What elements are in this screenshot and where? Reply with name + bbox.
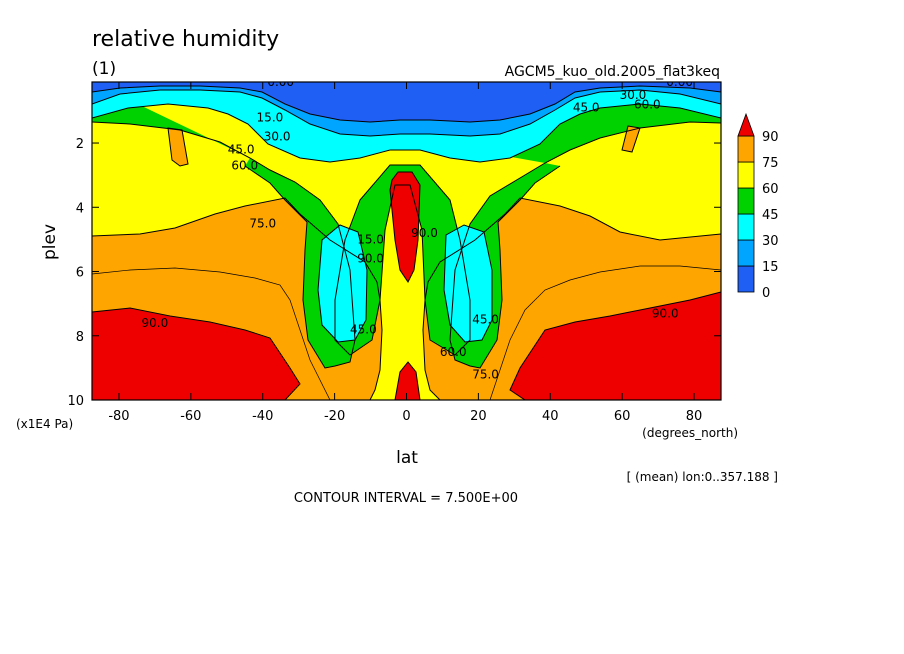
colorbar-tick-label: 45 bbox=[762, 208, 779, 223]
x-tick-label: -20 bbox=[324, 409, 345, 424]
contour-label: 45.0 bbox=[228, 142, 255, 156]
y-axis-unit: (x1E4 Pa) bbox=[16, 417, 73, 431]
contour-label: 30.0 bbox=[264, 130, 291, 144]
colorbar: 0 15 30 45 60 75 90 bbox=[737, 112, 779, 301]
contour-label: 90.0 bbox=[142, 316, 169, 330]
colorbar-swatch bbox=[737, 213, 755, 241]
colorbar-tick-label: 30 bbox=[762, 234, 779, 249]
contour-label: 90.0 bbox=[411, 226, 438, 240]
chart-title: relative humidity bbox=[92, 27, 279, 52]
x-tick-label: -40 bbox=[252, 409, 273, 424]
x-tick-label: 80 bbox=[686, 409, 703, 424]
colorbar-swatch bbox=[737, 135, 755, 163]
y-axis: 2 4 6 8 10 bbox=[67, 137, 721, 409]
colorbar-tick-label: 15 bbox=[762, 260, 779, 275]
contour-lines bbox=[92, 85, 721, 400]
x-axis-unit: (degrees_north) bbox=[642, 426, 738, 440]
y-tick-label: 6 bbox=[76, 266, 84, 281]
colorbar-tick-label: 90 bbox=[762, 130, 779, 145]
x-tick-label: 40 bbox=[542, 409, 559, 424]
colorbar-arrow bbox=[737, 112, 755, 137]
colorbar-swatch bbox=[737, 239, 755, 267]
mean-note: [ (mean) lon:0..357.188 ] bbox=[627, 470, 778, 484]
region-45-60-core bbox=[335, 165, 470, 355]
region-90-poles-north bbox=[510, 292, 721, 400]
x-tick-label: -80 bbox=[108, 409, 129, 424]
region-45-60 bbox=[92, 82, 721, 368]
contour-label: 90.0 bbox=[652, 306, 679, 320]
subtropical-patch-north bbox=[621, 125, 641, 153]
contour-label: 75.0 bbox=[472, 367, 499, 381]
contour-label: 60.0 bbox=[440, 345, 467, 359]
contour-label: 90.0 bbox=[357, 252, 384, 266]
x-tick-label: 60 bbox=[614, 409, 631, 424]
contour-label: 45.0 bbox=[350, 322, 377, 336]
contour-label: 45.0 bbox=[573, 101, 600, 115]
contour-label: 75.0 bbox=[249, 216, 276, 230]
contour-label: 0.00 bbox=[666, 75, 693, 89]
region-30-45-pool-north bbox=[444, 225, 492, 342]
chart-subtitle: (1) bbox=[92, 59, 116, 79]
contour-label: 0.00 bbox=[267, 75, 294, 89]
contour-label: 60.0 bbox=[231, 159, 258, 173]
x-axis: -80 -60 -40 -20 0 20 40 60 80 bbox=[108, 82, 702, 424]
contour-interval-note: CONTOUR INTERVAL = 7.500E+00 bbox=[294, 491, 518, 506]
y-tick-label: 4 bbox=[76, 201, 84, 216]
contour-label: 30.0 bbox=[620, 88, 647, 102]
x-tick-label: -60 bbox=[180, 409, 201, 424]
y-tick-label: 8 bbox=[76, 330, 84, 345]
region-30-45-pool-south bbox=[318, 225, 367, 342]
colorbar-tick-label: 0 bbox=[762, 286, 770, 301]
contour-label: 45.0 bbox=[472, 313, 499, 327]
colorbar-swatch bbox=[737, 187, 755, 215]
region-90-surface-equator bbox=[395, 362, 420, 400]
x-axis-label: lat bbox=[396, 448, 418, 468]
y-tick-label: 10 bbox=[67, 394, 84, 409]
x-tick-label: 0 bbox=[402, 409, 410, 424]
colorbar-swatch bbox=[737, 161, 755, 189]
contour-label-layer: 0.00 15.0 30.0 45.0 60.0 75.0 90.0 15.0 90.0 90.0… bbox=[142, 75, 693, 381]
y-axis-label: plev bbox=[40, 224, 60, 260]
contour-label: 15.0 bbox=[257, 110, 284, 124]
contour-field: 0.00 15.0 30.0 45.0 60.0 75.0 90.0 15.0 90.0 90.0… bbox=[92, 75, 721, 400]
contour-label: 15.0 bbox=[357, 232, 384, 246]
colorbar-tick-label: 60 bbox=[762, 182, 779, 197]
colorbar-swatch bbox=[737, 265, 755, 293]
region-0-15 bbox=[92, 82, 721, 122]
x-tick-label: 20 bbox=[470, 409, 487, 424]
contour-label: 60.0 bbox=[634, 97, 661, 111]
experiment-name: AGCM5_kuo_old.2005_flat3keq bbox=[505, 64, 720, 80]
y-tick-label: 2 bbox=[76, 137, 84, 152]
colorbar-tick-label: 75 bbox=[762, 156, 779, 171]
